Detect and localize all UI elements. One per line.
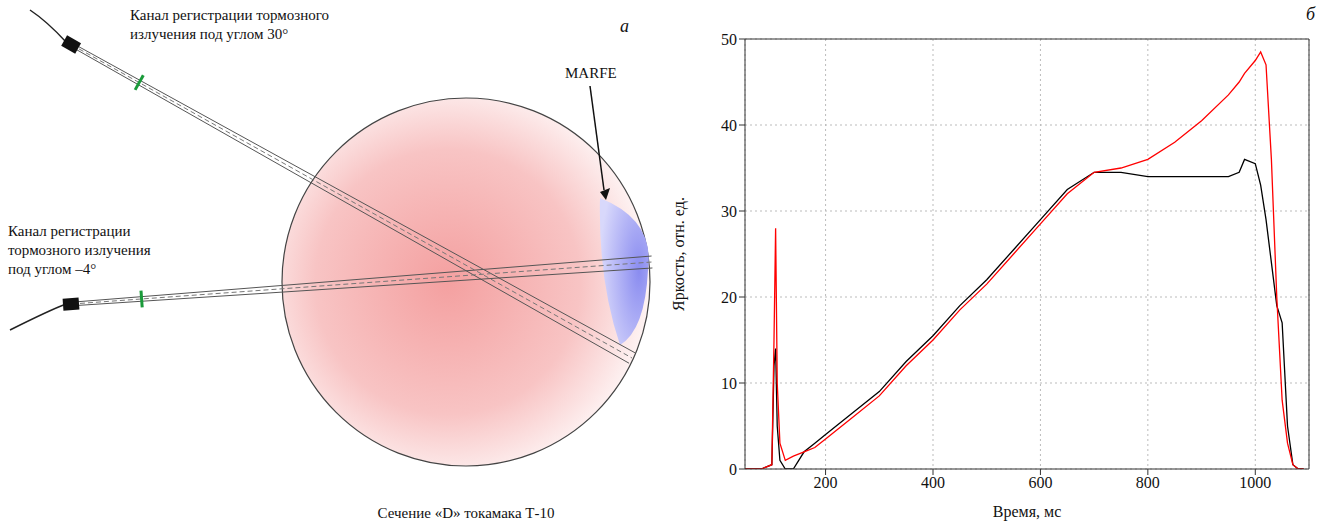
svg-text:а: а	[620, 16, 629, 36]
svg-text:MARFE: MARFE	[565, 65, 617, 81]
svg-text:Время, мс: Время, мс	[993, 503, 1061, 521]
svg-text:0: 0	[729, 461, 737, 478]
svg-text:10: 10	[721, 375, 737, 392]
svg-text:Канал регистрациитормозного из: Канал регистрациитормозного излученияпод…	[8, 223, 151, 277]
svg-text:400: 400	[921, 474, 945, 491]
svg-text:200: 200	[814, 474, 838, 491]
svg-text:30: 30	[721, 203, 737, 220]
svg-text:1000: 1000	[1239, 474, 1271, 491]
svg-text:40: 40	[721, 117, 737, 134]
svg-text:600: 600	[1028, 474, 1052, 491]
svg-text:Сечение «D» токамака Т-10: Сечение «D» токамака Т-10	[378, 505, 555, 521]
svg-text:50: 50	[721, 31, 737, 48]
html-text:б: б	[1305, 4, 1315, 24]
svg-text:800: 800	[1136, 474, 1160, 491]
svg-text:Канал регистрации тормозногоиз: Канал регистрации тормозногоизлучения по…	[130, 7, 329, 42]
svg-text:20: 20	[721, 289, 737, 306]
svg-text:Яркость, отн. ед.: Яркость, отн. ед.	[670, 197, 688, 311]
